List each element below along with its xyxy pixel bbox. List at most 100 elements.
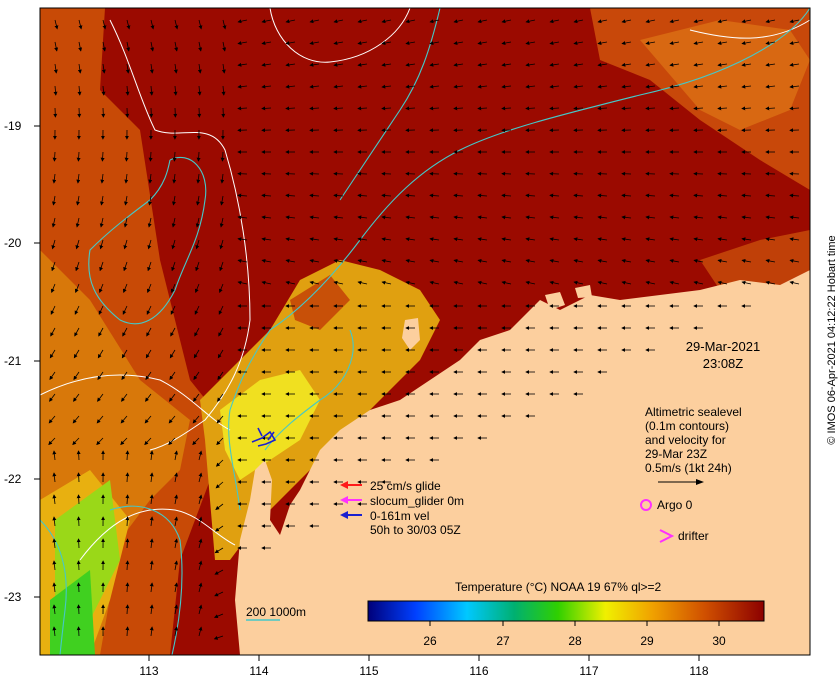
velocity-arrow (765, 106, 776, 111)
velocity-arrow (214, 569, 224, 575)
velocity-arrow (99, 195, 104, 206)
velocity-arrow (174, 450, 179, 461)
velocity-arrow (219, 195, 224, 206)
velocity-arrow (669, 193, 680, 198)
velocity-arrow (261, 62, 272, 67)
velocity-arrow (789, 215, 800, 220)
velocity-arrow (237, 193, 248, 198)
velocity-arrow (333, 41, 344, 46)
velocity-arrow (76, 151, 81, 162)
velocity-arrow (195, 239, 200, 250)
velocity-arrow (171, 239, 176, 250)
velocity-arrow (198, 560, 203, 571)
velocity-arrow (78, 41, 83, 52)
velocity-arrow (645, 215, 656, 220)
velocity-arrow (54, 19, 59, 30)
velocity-arrow (52, 472, 57, 483)
velocity-arrow (285, 84, 296, 89)
velocity-arrow (261, 258, 272, 263)
velocity-arrow (146, 327, 152, 337)
velocity-arrow (309, 258, 320, 263)
velocity-arrow (215, 503, 224, 510)
velocity-arrow (621, 62, 632, 67)
legend-hours: 50h to 30/03 05Z (370, 523, 461, 537)
velocity-arrow (237, 41, 248, 46)
velocity-arrow (693, 106, 704, 111)
velocity-arrow (693, 280, 704, 285)
velocity-arrow (597, 19, 608, 24)
velocity-arrow (198, 626, 203, 637)
velocity-arrow (169, 349, 176, 359)
velocity-arrow (549, 62, 560, 67)
velocity-arrow (145, 371, 152, 381)
velocity-arrow (789, 237, 800, 242)
velocity-arrow (765, 62, 776, 67)
velocity-arrow (100, 173, 105, 184)
velocity-arrow (645, 193, 656, 198)
velocity-arrow (174, 516, 179, 527)
velocity-arrow (381, 237, 392, 242)
velocity-arrow (549, 193, 560, 198)
velocity-arrow (215, 459, 224, 467)
velocity-arrow (429, 193, 440, 198)
velocity-arrow (171, 217, 176, 228)
velocity-arrow (237, 280, 248, 285)
velocity-arrow (53, 63, 58, 74)
velocity-arrow (172, 151, 177, 162)
velocity-arrow (102, 19, 107, 30)
velocity-arrow (333, 84, 344, 89)
velocity-arrow (405, 280, 416, 285)
legend-argo: Argo 0 (657, 498, 693, 512)
velocity-arrow (146, 283, 152, 294)
velocity-arrow (218, 283, 224, 294)
velocity-arrow (76, 173, 81, 184)
velocity-arrow (357, 215, 368, 220)
velocity-arrow (48, 437, 56, 446)
velocity-arrow (285, 258, 296, 263)
velocity-arrow (573, 84, 584, 89)
velocity-arrow (219, 239, 224, 250)
velocity-arrow (76, 516, 81, 527)
velocity-arrow (405, 193, 416, 198)
velocity-arrow (172, 173, 177, 184)
velocity-arrow (124, 173, 129, 184)
velocity-arrow (125, 494, 130, 505)
velocity-arrow (125, 85, 130, 96)
velocity-arrow (174, 19, 179, 30)
velocity-arrow (198, 450, 203, 461)
velocity-arrow (525, 237, 536, 242)
velocity-arrow (124, 151, 129, 162)
velocity-arrow (477, 215, 488, 220)
velocity-arrow (148, 173, 153, 184)
velocity-arrow (74, 283, 80, 294)
velocity-arrow (198, 538, 203, 549)
y-tick-21: -21 (4, 354, 22, 368)
velocity-arrow (285, 193, 296, 198)
velocity-arrow (573, 258, 584, 263)
velocity-arrow (49, 371, 56, 381)
velocity-arrow (149, 472, 154, 483)
velocity-arrow (219, 217, 224, 228)
velocity-arrow (501, 62, 512, 67)
x-tick-116: 116 (469, 664, 489, 678)
velocity-arrow (309, 106, 320, 111)
scale-arrow (658, 479, 704, 485)
velocity-arrow (123, 261, 128, 272)
velocity-arrow (789, 62, 800, 67)
velocity-arrow (193, 371, 200, 381)
velocity-arrow (285, 215, 296, 220)
velocity-arrow (102, 41, 107, 52)
altimetry-info: Altimetric sealevel (0.1m contours) and … (645, 405, 742, 475)
velocity-arrow (333, 19, 344, 24)
velocity-arrow (121, 371, 128, 381)
y-tick-23: -23 (4, 590, 22, 604)
velocity-arrow (429, 19, 440, 24)
velocity-arrow (357, 19, 368, 24)
velocity-arrow (194, 283, 200, 294)
y-tick-20: -20 (4, 236, 22, 250)
velocity-arrow (149, 85, 154, 96)
velocity-arrow (621, 84, 632, 89)
velocity-arrow (213, 613, 224, 619)
velocity-arrow (218, 305, 224, 315)
velocity-arrow (309, 237, 320, 242)
